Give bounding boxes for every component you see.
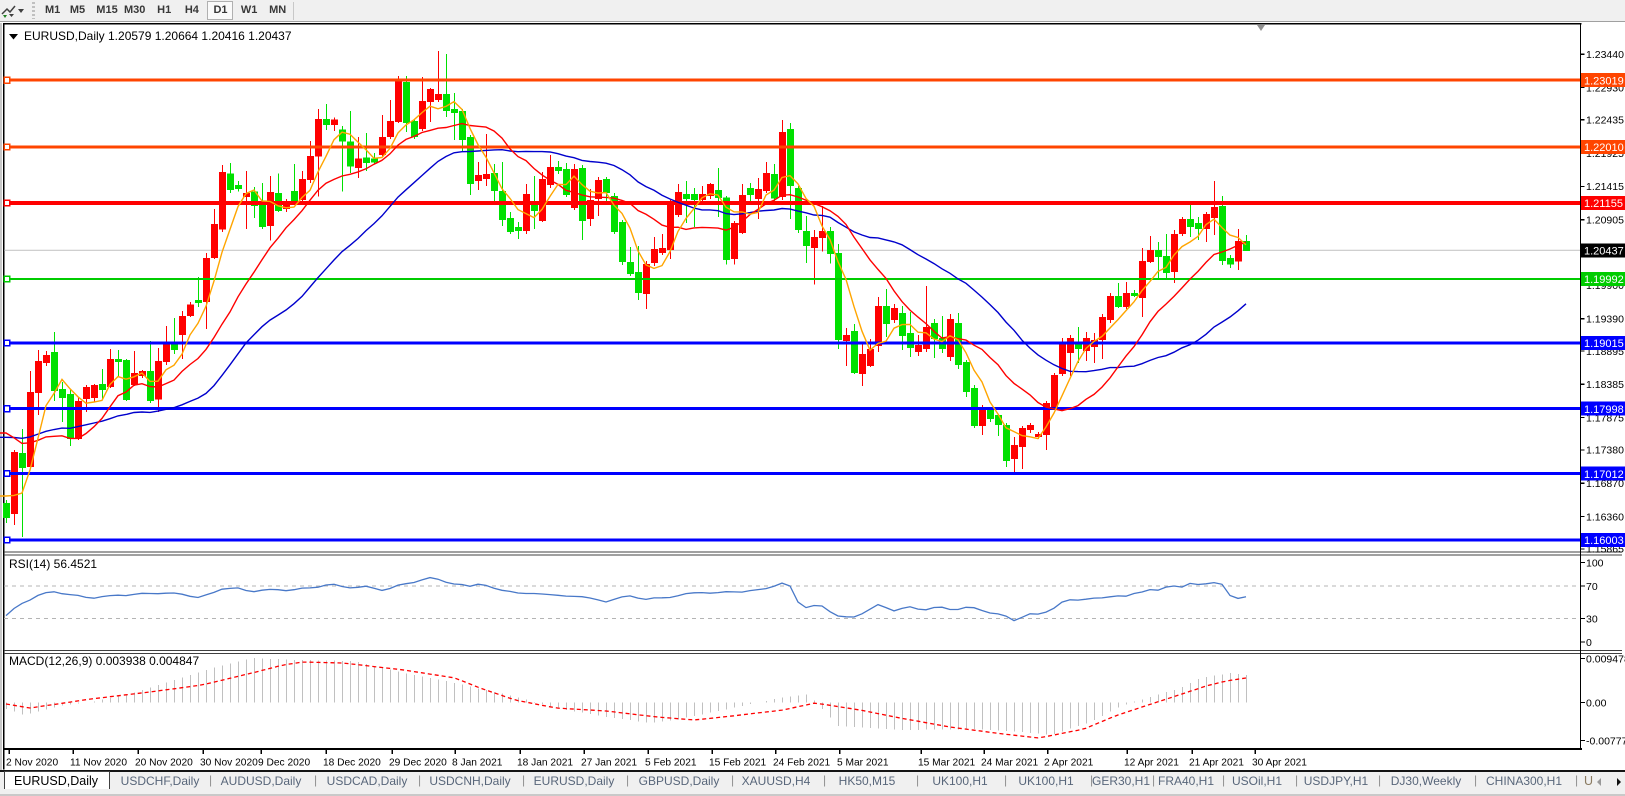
svg-text:1.19390: 1.19390	[1586, 314, 1624, 326]
svg-text:8 Jan 2021: 8 Jan 2021	[452, 758, 503, 769]
svg-text:18 Jan 2021: 18 Jan 2021	[517, 758, 573, 769]
svg-text:1.16360: 1.16360	[1586, 511, 1624, 523]
svg-text:1.17998: 1.17998	[1584, 404, 1624, 416]
svg-text:EURUSD,Daily 1.20579 1.20664: EURUSD,Daily 1.20579 1.20664 1.20416 1.2…	[24, 29, 292, 43]
svg-text:1.17012: 1.17012	[1584, 469, 1624, 481]
svg-text:MACD(12,26,9) 0.003938 0.00484: MACD(12,26,9) 0.003938 0.004847	[9, 654, 199, 668]
svg-text:21 Apr 2021: 21 Apr 2021	[1189, 758, 1244, 769]
svg-text:0: 0	[1586, 637, 1592, 649]
svg-text:70: 70	[1586, 581, 1598, 593]
svg-text:29 Dec 2020: 29 Dec 2020	[389, 758, 447, 769]
svg-text:1.16870: 1.16870	[1586, 478, 1624, 490]
svg-text:30 Apr 2021: 30 Apr 2021	[1252, 758, 1307, 769]
svg-text:0.00: 0.00	[1586, 698, 1607, 710]
svg-text:-0.007778: -0.007778	[1586, 736, 1625, 748]
svg-text:1.18385: 1.18385	[1586, 379, 1624, 391]
svg-text:15 Mar 2021: 15 Mar 2021	[918, 758, 976, 769]
svg-text:1.21155: 1.21155	[1584, 198, 1623, 210]
svg-text:12 Apr 2021: 12 Apr 2021	[1124, 758, 1179, 769]
svg-text:0.009478: 0.009478	[1586, 654, 1625, 666]
svg-text:2 Nov 2020: 2 Nov 2020	[6, 758, 58, 769]
svg-text:18 Dec 2020: 18 Dec 2020	[323, 758, 381, 769]
svg-text:30 Nov 2020: 30 Nov 2020	[200, 758, 258, 769]
svg-text:2 Apr 2021: 2 Apr 2021	[1044, 758, 1094, 769]
svg-text:1.20905: 1.20905	[1586, 215, 1624, 227]
svg-text:100: 100	[1586, 557, 1604, 569]
svg-text:1.21415: 1.21415	[1586, 181, 1624, 193]
svg-text:1.23019: 1.23019	[1584, 75, 1624, 87]
svg-text:24 Feb 2021: 24 Feb 2021	[773, 758, 831, 769]
svg-text:24 Mar 2021: 24 Mar 2021	[981, 758, 1039, 769]
svg-text:27 Jan 2021: 27 Jan 2021	[581, 758, 637, 769]
svg-text:20 Nov 2020: 20 Nov 2020	[135, 758, 193, 769]
svg-text:5 Feb 2021: 5 Feb 2021	[645, 758, 697, 769]
svg-text:1.20437: 1.20437	[1584, 246, 1624, 258]
svg-text:30: 30	[1586, 614, 1598, 626]
svg-text:1.22435: 1.22435	[1586, 115, 1624, 127]
svg-text:1.16003: 1.16003	[1584, 535, 1624, 547]
svg-text:1.19015: 1.19015	[1584, 338, 1624, 350]
svg-text:1.17380: 1.17380	[1586, 445, 1624, 457]
svg-text:11 Nov 2020: 11 Nov 2020	[70, 758, 127, 769]
svg-text:RSI(14) 56.4521: RSI(14) 56.4521	[9, 557, 97, 571]
svg-text:1.19992: 1.19992	[1584, 274, 1624, 286]
svg-text:15 Feb 2021: 15 Feb 2021	[709, 758, 767, 769]
svg-text:1.23440: 1.23440	[1586, 49, 1624, 61]
svg-text:5 Mar 2021: 5 Mar 2021	[837, 758, 889, 769]
svg-text:9 Dec 2020: 9 Dec 2020	[258, 758, 310, 769]
svg-text:1.22010: 1.22010	[1584, 142, 1624, 154]
